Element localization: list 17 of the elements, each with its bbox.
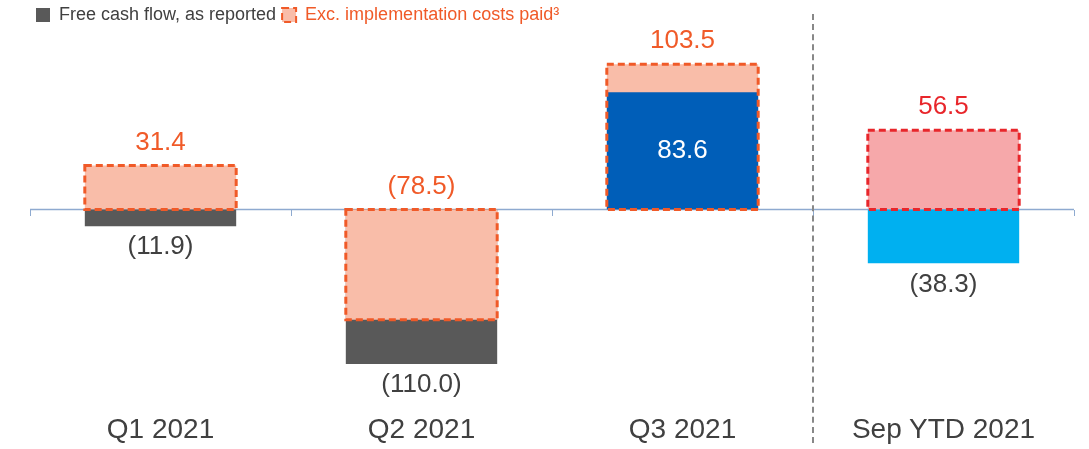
data-label: (38.3) bbox=[909, 267, 978, 298]
data-label: 31.4 bbox=[135, 125, 186, 156]
data-label: 83.6 bbox=[657, 134, 708, 165]
x-tick-label: Sep YTD 2021 bbox=[851, 412, 1036, 444]
data-label: (11.9) bbox=[127, 230, 194, 261]
x-tick-label: Q2 2021 bbox=[367, 412, 476, 444]
legend-label: Free cash flow, as reported bbox=[59, 3, 277, 24]
data-label: 103.5 bbox=[649, 24, 716, 55]
data-label: 56.5 bbox=[918, 90, 969, 121]
x-tick-label: Q3 2021 bbox=[628, 412, 737, 444]
data-label: (110.0) bbox=[381, 368, 462, 399]
bar bbox=[606, 92, 759, 210]
bar bbox=[84, 209, 237, 227]
x-tick-label: Q1 2021 bbox=[106, 412, 215, 444]
data-label: (78.5) bbox=[387, 169, 456, 200]
bar bbox=[867, 209, 1020, 264]
legend-label: Exc. implementation costs paid³ bbox=[305, 3, 560, 24]
